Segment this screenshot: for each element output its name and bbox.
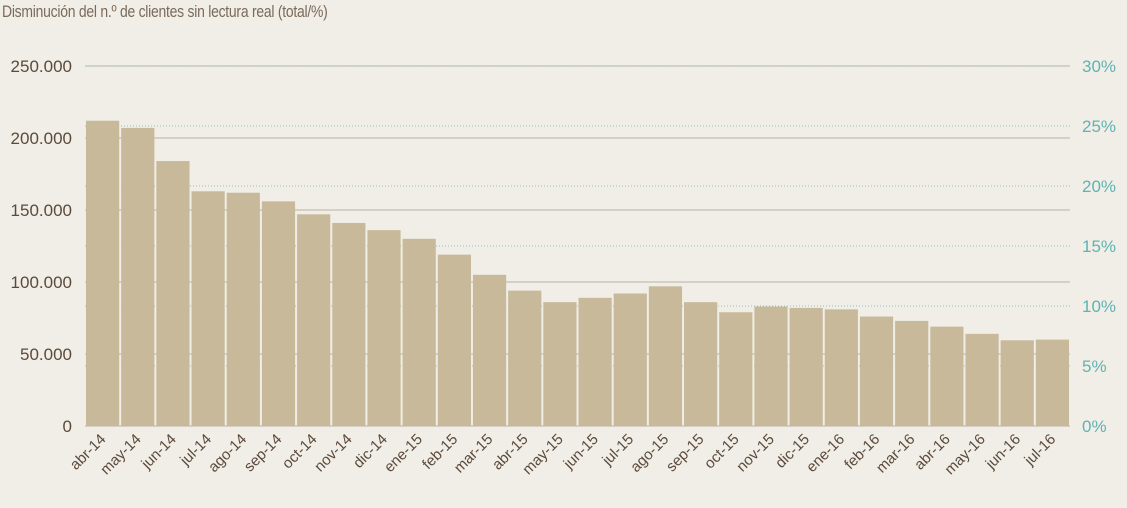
y-tick-label: 200.000: [11, 129, 72, 148]
x-tick-label: ago-14: [205, 431, 250, 476]
x-tick-label: sep-14: [241, 431, 285, 475]
chart-title: Disminución del n.º de clientes sin lect…: [2, 2, 328, 21]
bar-jul-16: [1035, 339, 1069, 426]
bar-may-16: [965, 333, 999, 426]
bar-may-14: [121, 127, 155, 427]
bar-abr-15: [508, 290, 542, 426]
bar-sep-14: [261, 201, 296, 426]
x-tick-label: jul-16: [1021, 431, 1060, 470]
x-tick-label: nov-15: [733, 431, 777, 475]
x-tick-label: jun-14: [138, 431, 180, 473]
bar-sep-15: [684, 302, 718, 426]
x-tick-label: ene-16: [803, 431, 848, 476]
bar-ene-15: [402, 238, 436, 426]
bar-oct-14: [297, 214, 331, 426]
bar-nov-14: [332, 222, 366, 426]
bar-mar-16: [895, 320, 929, 426]
bar-nov-15: [754, 306, 788, 426]
bar-feb-16: [859, 316, 894, 426]
bar-ago-14: [226, 192, 260, 426]
right-gridlines: [85, 65, 1070, 367]
y-tick-label: 0: [63, 417, 72, 436]
left-y-axis: 0 50.000 100.000 150.000 200.000 250.000: [11, 57, 72, 436]
bar-dic-15: [789, 307, 823, 426]
bar-ene-16: [824, 309, 858, 426]
x-tick-label: mar-15: [451, 431, 497, 477]
y-tick-label: 250.000: [11, 57, 72, 76]
y-tick-label: 150.000: [11, 201, 72, 220]
bar-jul-14: [191, 191, 225, 426]
bar-jun-14: [156, 161, 190, 427]
right-y-axis: 0% 5% 10% 15% 20% 25% 30%: [1082, 57, 1116, 436]
bar-may-15: [543, 302, 577, 426]
x-tick-label: ene-15: [381, 431, 426, 476]
x-tick-label: jun-15: [560, 431, 602, 473]
bar-jun-15: [578, 297, 612, 426]
y2-tick-label: 10%: [1082, 297, 1116, 316]
bar-feb-15: [437, 254, 471, 426]
y2-tick-label: 0%: [1082, 417, 1107, 436]
bar-abr-16: [930, 326, 964, 426]
bars: [86, 120, 1069, 427]
x-tick-label: ago-15: [627, 431, 672, 476]
bar-ago-15: [648, 286, 683, 426]
x-tick-label: mar-16: [873, 431, 919, 477]
bar-mar-15: [472, 274, 507, 426]
x-tick-label: nov-14: [311, 431, 355, 475]
y-tick-label: 50.000: [20, 345, 72, 364]
bar-jul-15: [613, 293, 647, 426]
y2-tick-label: 30%: [1082, 57, 1116, 76]
bar-oct-15: [719, 312, 753, 426]
bar-jun-16: [1000, 340, 1034, 426]
bar-dic-14: [367, 230, 401, 426]
bar-abr-14: [86, 120, 120, 426]
y2-tick-label: 20%: [1082, 177, 1116, 196]
x-tick-label: sep-15: [663, 431, 707, 475]
y2-tick-label: 25%: [1082, 117, 1116, 136]
y2-tick-label: 15%: [1082, 237, 1116, 256]
x-axis: abr-14may-14jun-14jul-14ago-14sep-14oct-…: [67, 431, 1060, 478]
y-tick-label: 100.000: [11, 273, 72, 292]
x-tick-label: jun-16: [982, 431, 1024, 473]
y2-tick-label: 5%: [1082, 357, 1107, 376]
